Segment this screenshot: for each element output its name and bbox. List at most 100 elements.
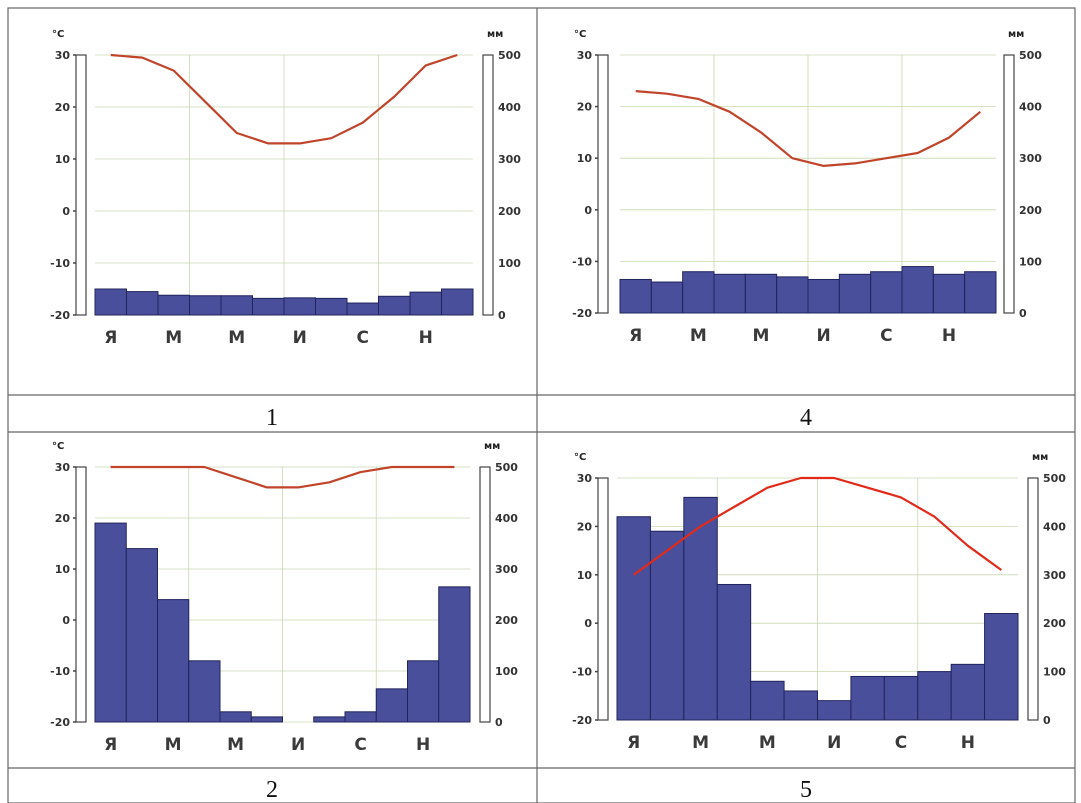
caption-5: 5 (800, 777, 812, 803)
precip-bar (438, 586, 471, 723)
month-label: С (880, 326, 892, 346)
precip-bar (94, 522, 127, 723)
month-label: Я (104, 735, 117, 755)
precip-bar (776, 276, 809, 314)
month-label: Я (629, 326, 642, 346)
precip-bar (157, 599, 190, 723)
caption-2: 2 (266, 777, 278, 803)
precip-bar (157, 294, 190, 316)
month-label: Н (416, 735, 430, 755)
temp-tick-label: 0 (584, 617, 592, 630)
month-label: М (228, 328, 245, 348)
precip-bar (252, 297, 285, 316)
precip-tick-label: 0 (1043, 714, 1051, 727)
precip-tick-label: 0 (498, 309, 506, 322)
temp-tick-label: 30 (577, 472, 593, 485)
temperature-line (110, 53, 458, 145)
precip-bar (716, 583, 752, 721)
precip-bar (683, 496, 718, 721)
temp-tick-label: 20 (55, 101, 71, 114)
precip-tick-label: 200 (1019, 204, 1042, 217)
precip-bar (219, 711, 252, 723)
precip-tick-label: 400 (1043, 520, 1066, 533)
precip-axis-bar (1027, 477, 1039, 721)
precip-bar (901, 266, 934, 314)
precip-bar (346, 302, 379, 316)
precip-bar (126, 291, 159, 316)
precip-tick-label: 200 (498, 205, 521, 218)
month-label: М (165, 328, 182, 348)
temp-tick-label: -20 (572, 714, 592, 727)
month-label: Н (419, 328, 433, 348)
temp-tick-label: 10 (577, 569, 593, 582)
month-label: И (291, 735, 305, 755)
precip-tick-label: 0 (495, 716, 503, 729)
precip-unit-label: мм (487, 29, 503, 40)
precip-tick-label: 300 (1019, 152, 1042, 165)
temp-unit-label: °C (52, 441, 64, 452)
temperature-line (633, 476, 1002, 576)
temp-tick-label: 20 (577, 101, 593, 114)
precip-tick-label: 400 (1019, 101, 1042, 114)
precip-bar (850, 675, 885, 721)
precip-bar (713, 273, 746, 314)
precip-tick-label: 300 (1043, 569, 1066, 582)
precip-bar (750, 680, 785, 721)
precip-tick-label: 100 (1019, 255, 1042, 268)
temp-tick-label: 0 (62, 614, 70, 627)
temp-tick-label: -10 (50, 665, 70, 678)
month-label: С (895, 733, 907, 753)
temp-tick-label: 0 (584, 204, 592, 217)
temperature-line (635, 90, 981, 167)
precip-bar (744, 273, 778, 314)
temp-tick-label: -10 (572, 666, 592, 679)
precip-tick-label: 400 (498, 101, 521, 114)
precip-bar (817, 700, 852, 721)
temp-tick-label: 20 (55, 512, 71, 525)
precip-unit-label: мм (484, 441, 500, 452)
temp-tick-label: 30 (55, 49, 71, 62)
temp-tick-label: -10 (572, 255, 592, 268)
temp-tick-label: 30 (577, 49, 593, 62)
precip-axis-bar (1003, 54, 1015, 314)
precip-tick-label: 0 (1019, 307, 1027, 320)
precip-bar (315, 297, 348, 316)
month-label: М (690, 326, 707, 346)
month-label: Я (104, 328, 117, 348)
precip-bar (189, 295, 222, 316)
precip-unit-label: мм (1032, 452, 1048, 463)
precip-bar (344, 711, 377, 723)
precip-bar (807, 278, 840, 314)
table-border (7, 7, 1076, 803)
precip-tick-label: 200 (495, 614, 518, 627)
table-grid (7, 7, 1076, 803)
precip-bar (616, 516, 651, 721)
precip-tick-label: 500 (1043, 472, 1066, 485)
precip-bar (313, 716, 346, 723)
precip-tick-label: 500 (1019, 49, 1042, 62)
month-label: М (692, 733, 709, 753)
precip-bar (378, 295, 411, 316)
precip-bar (650, 281, 684, 314)
temp-tick-label: -20 (50, 716, 70, 729)
precip-tick-label: 100 (495, 665, 518, 678)
month-label: С (354, 735, 366, 755)
precip-bar (94, 288, 127, 316)
month-label: М (227, 735, 244, 755)
temp-axis-bar (597, 477, 609, 721)
precip-bar (984, 613, 1019, 721)
precip-axis-bar (479, 466, 491, 723)
temp-tick-label: 30 (55, 461, 71, 474)
month-label: Н (942, 326, 956, 346)
temp-tick-label: -20 (50, 309, 70, 322)
month-label: М (165, 735, 182, 755)
precip-bar (682, 271, 715, 314)
precip-tick-label: 500 (495, 461, 518, 474)
month-label: И (293, 328, 307, 348)
precip-tick-label: 200 (1043, 617, 1066, 630)
temp-tick-label: 10 (577, 152, 593, 165)
